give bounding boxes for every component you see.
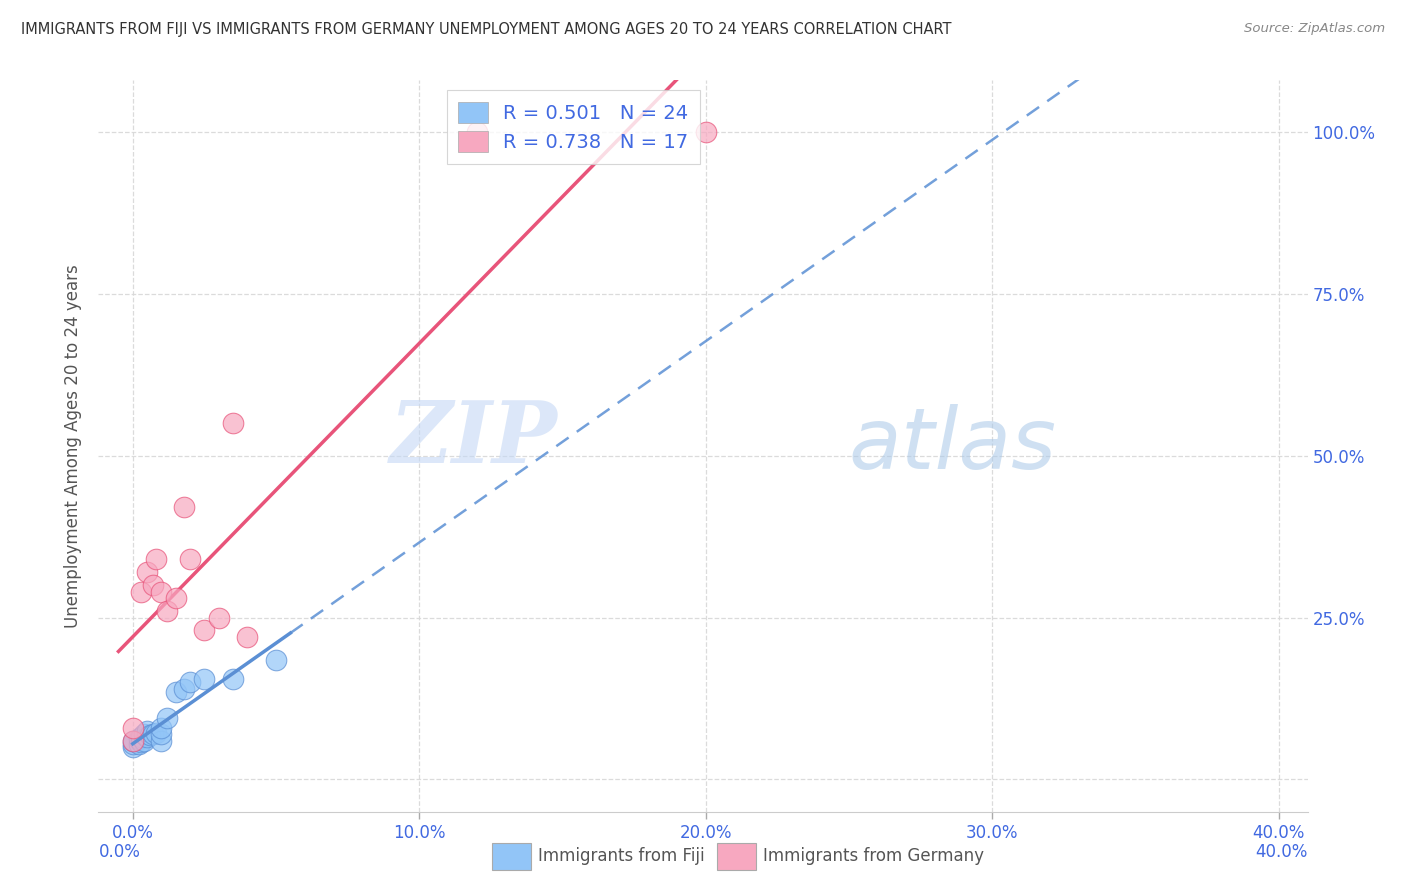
Point — [121, 733, 143, 747]
Point — [165, 591, 187, 606]
Point — [179, 675, 201, 690]
Text: atlas: atlas — [848, 404, 1056, 488]
Text: Source: ZipAtlas.com: Source: ZipAtlas.com — [1244, 22, 1385, 36]
Point — [264, 652, 287, 666]
Point — [156, 604, 179, 618]
Point — [173, 500, 195, 515]
Point — [695, 125, 717, 139]
Point — [136, 723, 159, 738]
Point — [150, 733, 173, 747]
Point — [193, 672, 215, 686]
Point — [121, 737, 143, 751]
Point — [193, 624, 215, 638]
Point — [136, 566, 159, 580]
Point — [128, 732, 150, 747]
Point — [165, 685, 187, 699]
Point — [134, 733, 156, 747]
Point — [131, 584, 153, 599]
Point — [121, 721, 143, 735]
Point — [145, 725, 167, 739]
Text: 0.0%: 0.0% — [98, 843, 141, 861]
Point — [150, 584, 173, 599]
Text: Immigrants from Germany: Immigrants from Germany — [763, 847, 984, 865]
Point — [222, 672, 245, 686]
Point — [128, 737, 150, 751]
Point — [222, 417, 245, 431]
Point — [121, 739, 143, 754]
Point — [145, 552, 167, 566]
Point — [134, 727, 156, 741]
Y-axis label: Unemployment Among Ages 20 to 24 years: Unemployment Among Ages 20 to 24 years — [65, 264, 83, 628]
Point — [208, 610, 231, 624]
Point — [136, 731, 159, 745]
Point — [465, 125, 488, 139]
Point — [150, 727, 173, 741]
Point — [121, 733, 143, 747]
Point — [139, 728, 162, 742]
Point — [173, 681, 195, 696]
Point — [142, 578, 165, 592]
Point — [156, 711, 179, 725]
Point — [142, 727, 165, 741]
Text: Immigrants from Fiji: Immigrants from Fiji — [538, 847, 706, 865]
Text: ZIP: ZIP — [389, 397, 558, 481]
Point — [179, 552, 201, 566]
Text: IMMIGRANTS FROM FIJI VS IMMIGRANTS FROM GERMANY UNEMPLOYMENT AMONG AGES 20 TO 24: IMMIGRANTS FROM FIJI VS IMMIGRANTS FROM … — [21, 22, 952, 37]
Point — [236, 630, 259, 644]
Text: 40.0%: 40.0% — [1256, 843, 1308, 861]
Legend: R = 0.501   N = 24, R = 0.738   N = 17: R = 0.501 N = 24, R = 0.738 N = 17 — [447, 90, 700, 163]
Point — [131, 735, 153, 749]
Point — [131, 731, 153, 745]
Point — [150, 721, 173, 735]
